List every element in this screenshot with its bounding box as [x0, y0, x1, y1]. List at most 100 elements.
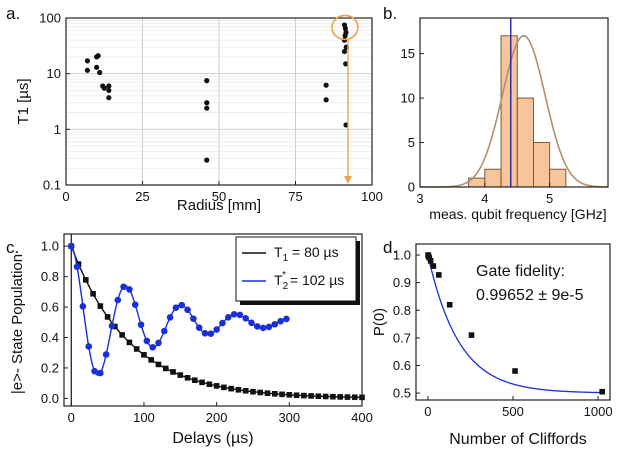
data-point	[430, 263, 437, 269]
panel-c: 0 100 200 300 400 0.0 0.2 0.4 0.6 0.8 1.0 Delays (µ…	[6, 233, 373, 447]
data-point	[426, 255, 433, 261]
x-tick-label: 300	[278, 410, 300, 425]
x-axis-label: Radius [mm]	[177, 197, 261, 214]
data-point	[204, 78, 210, 84]
data-point-T1	[133, 346, 140, 352]
y-tick-label: 0.0	[41, 391, 59, 406]
data-point-T2*	[166, 314, 174, 321]
y-tick-label: 0.2	[41, 360, 59, 375]
x-tick-label: 200	[206, 410, 228, 425]
data-point-T2*	[265, 323, 273, 331]
data-point-T2*	[236, 311, 244, 319]
legend-label-sub: 1	[283, 253, 289, 264]
y-tick-label: 10	[47, 66, 61, 81]
data-point-T1	[90, 290, 96, 297]
y-tick-label: 0.1	[43, 178, 61, 193]
legend-label-main: T	[274, 272, 283, 288]
data-point-T2*	[79, 303, 87, 310]
y-axis-label: T1 [µs]	[15, 78, 32, 124]
x-tick-label: 75	[288, 189, 302, 204]
y-tick-label: 0.9	[393, 275, 411, 290]
panel-label: d.	[383, 238, 397, 257]
data-point-T2*	[259, 324, 267, 332]
data-point-T2*	[195, 324, 203, 332]
data-point-T1	[264, 390, 271, 396]
histogram-bar	[500, 35, 518, 188]
data-point-T2*	[248, 319, 255, 327]
data-point	[84, 67, 91, 73]
legend-label-sub: 2	[283, 281, 289, 292]
y-tick-label: 1	[54, 122, 61, 137]
panel-label: a.	[6, 4, 20, 23]
data-point-T1	[97, 303, 104, 309]
x-tick-label: 500	[502, 404, 524, 419]
data-point-T2*	[230, 310, 238, 318]
gate-fidelity-label: Gate fidelity:	[476, 263, 565, 280]
data-point-T1	[337, 394, 343, 400]
data-point-T2*	[161, 327, 168, 335]
x-tick-label: 0	[424, 404, 431, 419]
legend-label-value: = 102 µs	[286, 272, 344, 288]
data-point-T1	[206, 381, 213, 388]
data-point-T1	[271, 390, 278, 397]
data-point	[204, 157, 210, 163]
data-point	[468, 332, 475, 338]
x-tick-label: 4	[481, 191, 488, 206]
data-point	[323, 97, 329, 103]
y-tick-label: 100	[39, 11, 61, 26]
legend-box	[235, 236, 357, 302]
x-tick-label: 5	[546, 191, 553, 206]
data-point-T1	[104, 314, 111, 320]
y-tick-label: 1.0	[41, 239, 59, 254]
data-point	[342, 25, 348, 32]
data-point-T1	[213, 383, 220, 389]
data-point	[94, 64, 100, 70]
data-point-T2*	[102, 351, 110, 358]
y-tick-label: 0.8	[393, 303, 411, 318]
y-tick-label: 15	[401, 46, 415, 61]
data-point-T1	[293, 392, 300, 399]
y-axis-label: |e>- State Population	[9, 254, 26, 394]
data-point-T1	[301, 392, 307, 399]
data-point-T1	[148, 357, 155, 363]
data-point	[106, 83, 112, 89]
data-point-T2*	[91, 367, 98, 375]
data-point	[95, 53, 101, 59]
data-point-T2*	[207, 330, 215, 338]
panel-label: b.	[383, 4, 397, 23]
data-point	[204, 105, 210, 111]
data-point	[84, 58, 91, 64]
y-tick-label: 0.6	[41, 300, 59, 315]
data-point-T1	[330, 393, 336, 400]
histogram-bar	[532, 142, 551, 188]
panel-d: 0 500 1000 0.5 0.6 0.7 0.8 0.9 1.0 Number of Clif…	[371, 238, 613, 448]
data-point-T2*	[213, 326, 220, 333]
y-tick-label: 0.7	[393, 330, 411, 345]
x-tick-label: 100	[361, 189, 383, 204]
data-point-T1	[170, 369, 176, 375]
data-point-T2*	[137, 321, 145, 329]
data-point-T1	[228, 385, 234, 392]
y-axis-label: P(0)	[371, 308, 388, 336]
data-point-T2*	[126, 286, 133, 293]
data-point-T2*	[254, 323, 261, 330]
highlight-circle	[331, 14, 359, 41]
x-tick-label: 50	[212, 189, 226, 204]
data-point	[342, 33, 348, 39]
data-point-T1	[119, 332, 125, 338]
data-point-T1	[155, 361, 162, 368]
data-point-T2*	[131, 301, 139, 309]
data-point-T2*	[190, 315, 197, 322]
data-point-T1	[344, 394, 351, 400]
data-point-T2*	[242, 315, 250, 322]
data-point-T2*	[172, 304, 180, 311]
data-point-T1	[83, 277, 89, 283]
plot-frame	[63, 233, 363, 407]
x-tick-label: 0	[62, 189, 69, 204]
data-point-T2*	[201, 330, 209, 337]
data-point-T2*	[97, 369, 104, 377]
data-point-T1	[242, 388, 249, 394]
x-tick-label: 3	[416, 191, 423, 206]
data-point	[599, 388, 605, 395]
